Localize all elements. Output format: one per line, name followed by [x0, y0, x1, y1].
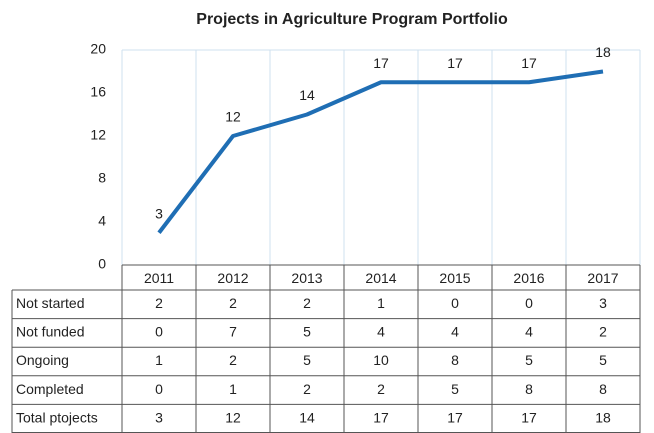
- data-label: 18: [595, 44, 611, 60]
- data-label: 3: [155, 205, 163, 221]
- x-tick-label: 2016: [513, 270, 544, 286]
- row-label: Ongoing: [16, 352, 69, 368]
- table-cell: 0: [451, 295, 459, 311]
- table-cell: 5: [303, 352, 311, 368]
- table-cell: 2: [229, 352, 237, 368]
- table-cell: 8: [451, 352, 459, 368]
- table-cell: 5: [525, 352, 533, 368]
- table-cell: 17: [521, 409, 537, 425]
- table-cell: 2: [377, 381, 385, 397]
- table-cell: 4: [377, 324, 385, 340]
- x-tick-label: 2013: [291, 270, 322, 286]
- table-cell: 1: [229, 381, 237, 397]
- table-cell: 2: [303, 381, 311, 397]
- table-cell: 2: [303, 295, 311, 311]
- x-tick-label: 2017: [587, 270, 618, 286]
- table-cell: 1: [155, 352, 163, 368]
- table-cell: 0: [525, 295, 533, 311]
- table-cell: 17: [373, 409, 389, 425]
- table-cell: 10: [373, 352, 389, 368]
- chart-title: Projects in Agriculture Program Portfoli…: [196, 11, 508, 28]
- table-cell: 2: [599, 324, 607, 340]
- data-label: 14: [299, 87, 315, 103]
- data-label: 17: [521, 55, 537, 71]
- row-label: Not started: [16, 295, 84, 311]
- line-series: [157, 69, 604, 234]
- table-cell: 8: [525, 381, 533, 397]
- row-label: Not funded: [16, 324, 85, 340]
- data-label: 17: [373, 55, 389, 71]
- table-cell: 3: [599, 295, 607, 311]
- table-cell: 5: [599, 352, 607, 368]
- table-cell: 14: [299, 409, 315, 425]
- y-tick-label: 8: [98, 170, 106, 186]
- table-cell: 5: [451, 381, 459, 397]
- y-tick-label: 4: [98, 213, 106, 229]
- table-cell: 4: [525, 324, 533, 340]
- x-tick-label: 2014: [365, 270, 396, 286]
- table-cell: 7: [229, 324, 237, 340]
- data-label: 17: [447, 55, 463, 71]
- y-tick-label: 20: [90, 41, 106, 57]
- table-cell: 3: [155, 409, 163, 425]
- x-tick-label: 2012: [217, 270, 248, 286]
- row-label: Completed: [16, 381, 84, 397]
- data-label: 12: [225, 109, 241, 125]
- table-cell: 0: [155, 381, 163, 397]
- table-cell: 2: [229, 295, 237, 311]
- table-cell: 17: [447, 409, 463, 425]
- x-tick-label: 2011: [144, 270, 174, 286]
- table-cell: 0: [155, 324, 163, 340]
- row-label: Total ptojects: [16, 409, 98, 425]
- table-cell: 12: [225, 409, 241, 425]
- table-cell: 2: [155, 295, 163, 311]
- table-cell: 5: [303, 324, 311, 340]
- y-tick-label: 12: [90, 127, 106, 143]
- y-tick-label: 16: [90, 84, 106, 100]
- table-cell: 8: [599, 381, 607, 397]
- table-cell: 4: [451, 324, 459, 340]
- table-cell: 1: [377, 295, 385, 311]
- table-cell: 18: [595, 409, 611, 425]
- y-tick-label: 0: [98, 256, 106, 272]
- x-tick-label: 2015: [439, 270, 470, 286]
